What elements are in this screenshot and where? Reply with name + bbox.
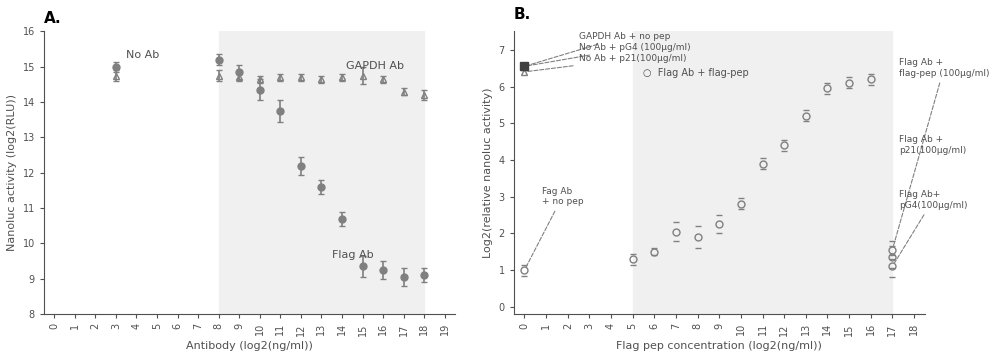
Text: ○  Flag Ab + flag-pep: ○ Flag Ab + flag-pep — [643, 68, 749, 78]
Text: No Ab + pG4 (100μg/ml): No Ab + pG4 (100μg/ml) — [527, 43, 690, 66]
Text: GAPDH Ab + no pep: GAPDH Ab + no pep — [527, 32, 670, 66]
Text: Flag Ab +
p21(100μg/ml): Flag Ab + p21(100μg/ml) — [899, 135, 966, 155]
Text: GAPDH Ab: GAPDH Ab — [346, 61, 404, 71]
Text: No Ab: No Ab — [126, 50, 159, 60]
Text: Flag Ab +
flag-pep (100μg/ml): Flag Ab + flag-pep (100μg/ml) — [893, 58, 989, 247]
Text: A.: A. — [44, 11, 62, 26]
Bar — [219, 32, 424, 314]
Text: Flag Ab+
pG4(100μg/ml): Flag Ab+ pG4(100μg/ml) — [894, 190, 967, 264]
Text: B.: B. — [514, 7, 531, 21]
Bar — [633, 32, 892, 314]
Y-axis label: Log2(relative nanoluc activity): Log2(relative nanoluc activity) — [483, 88, 493, 258]
Y-axis label: Nanoluc activity (log2(RLU)): Nanoluc activity (log2(RLU)) — [7, 94, 17, 251]
X-axis label: Flag pep concentration (log2(ng/ml)): Flag pep concentration (log2(ng/ml)) — [616, 341, 822, 351]
X-axis label: Antibody (log2(ng/ml)): Antibody (log2(ng/ml)) — [186, 341, 313, 351]
Text: Fag Ab
+ no pep: Fag Ab + no pep — [526, 187, 583, 267]
Text: No Ab + p21(100μg/ml): No Ab + p21(100μg/ml) — [527, 54, 686, 72]
Text: Flag Ab: Flag Ab — [332, 250, 373, 260]
